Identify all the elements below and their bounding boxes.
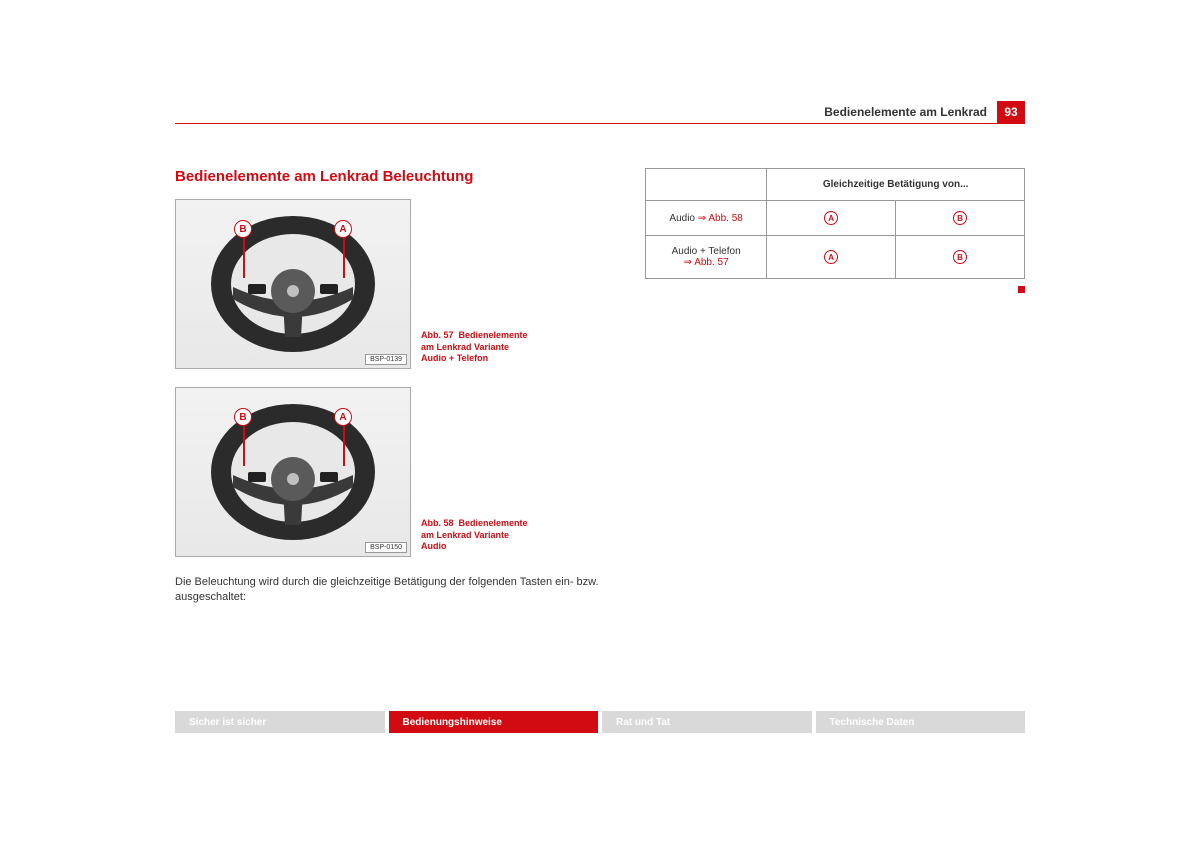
- figure-57: B A BSP-0139 Abb. 57 Bedienelemente am L…: [175, 199, 605, 369]
- caption-abb: Abb. 57: [421, 330, 454, 340]
- heading: Bedienelemente am Lenkrad Beleuchtung: [175, 168, 605, 185]
- row2-label: Audio + Telefon: [672, 246, 741, 257]
- content-columns: Bedienelemente am Lenkrad Beleuchtung B: [175, 168, 1025, 606]
- callout-b: B: [234, 220, 252, 238]
- callout-line-b: [243, 238, 245, 278]
- bottom-tab-strip: Sicher ist sicher Bedienungshinweise Rat…: [175, 711, 1025, 733]
- row1-colA: A: [767, 201, 896, 236]
- circle-a: A: [824, 211, 838, 225]
- page-number: 93: [997, 101, 1025, 123]
- end-square-icon: [1018, 286, 1025, 293]
- steering-wheel-icon: [203, 209, 383, 359]
- row1-colB: B: [896, 201, 1025, 236]
- circle-b: B: [953, 250, 967, 264]
- figure-57-image: B A BSP-0139: [175, 199, 411, 369]
- callout-b: B: [234, 408, 252, 426]
- row2-colA: A: [767, 236, 896, 279]
- section-name: Bedienelemente am Lenkrad: [824, 105, 995, 123]
- row1-label: Audio: [669, 213, 695, 224]
- circle-a: A: [824, 250, 838, 264]
- steering-wheel-icon: [203, 397, 383, 547]
- tab-rat[interactable]: Rat und Tat: [602, 711, 812, 733]
- row1-ref: ⇒ Abb. 58: [698, 213, 743, 224]
- figure-58-caption: Abb. 58 Bedienelemente am Lenkrad Varian…: [421, 518, 531, 557]
- caption-abb: Abb. 58: [421, 518, 454, 528]
- callout-line-b: [243, 426, 245, 466]
- page-content: Bedienelemente am Lenkrad 93 Bedieneleme…: [175, 100, 1025, 748]
- figure-57-caption: Abb. 57 Bedienelemente am Lenkrad Varian…: [421, 330, 531, 369]
- figure-58-image: B A BSP-0150: [175, 387, 411, 557]
- figure-58: B A BSP-0150 Abb. 58 Bedienelemente am L…: [175, 387, 605, 557]
- table-row: Audio + Telefon ⇒ Abb. 57 A B: [646, 236, 1025, 279]
- top-header-bar: Bedienelemente am Lenkrad 93: [175, 100, 1025, 124]
- row2-colB: B: [896, 236, 1025, 279]
- circle-b: B: [953, 211, 967, 225]
- bsp-code: BSP-0139: [365, 354, 407, 365]
- tab-sicher[interactable]: Sicher ist sicher: [175, 711, 385, 733]
- left-column: Bedienelemente am Lenkrad Beleuchtung B: [175, 168, 605, 606]
- table-header-empty: [646, 169, 767, 201]
- end-marker-wrap: [645, 283, 1025, 295]
- row1-label-cell: Audio ⇒ Abb. 58: [646, 201, 767, 236]
- table-header-row: Gleichzeitige Betätigung von...: [646, 169, 1025, 201]
- row2-label-cell: Audio + Telefon ⇒ Abb. 57: [646, 236, 767, 279]
- right-column: Gleichzeitige Betätigung von... Audio ⇒ …: [645, 168, 1025, 606]
- callout-a: A: [334, 408, 352, 426]
- callout-line-a: [343, 426, 345, 466]
- callout-line-a: [343, 238, 345, 278]
- table-row: Audio ⇒ Abb. 58 A B: [646, 201, 1025, 236]
- controls-table: Gleichzeitige Betätigung von... Audio ⇒ …: [645, 168, 1025, 279]
- callout-a: A: [334, 220, 352, 238]
- body-text: Die Beleuchtung wird durch die gleichzei…: [175, 575, 605, 606]
- row2-ref: ⇒ Abb. 57: [684, 257, 729, 268]
- table-header: Gleichzeitige Betätigung von...: [767, 169, 1025, 201]
- bsp-code: BSP-0150: [365, 542, 407, 553]
- tab-technische[interactable]: Technische Daten: [816, 711, 1026, 733]
- tab-bedienung[interactable]: Bedienungshinweise: [389, 711, 599, 733]
